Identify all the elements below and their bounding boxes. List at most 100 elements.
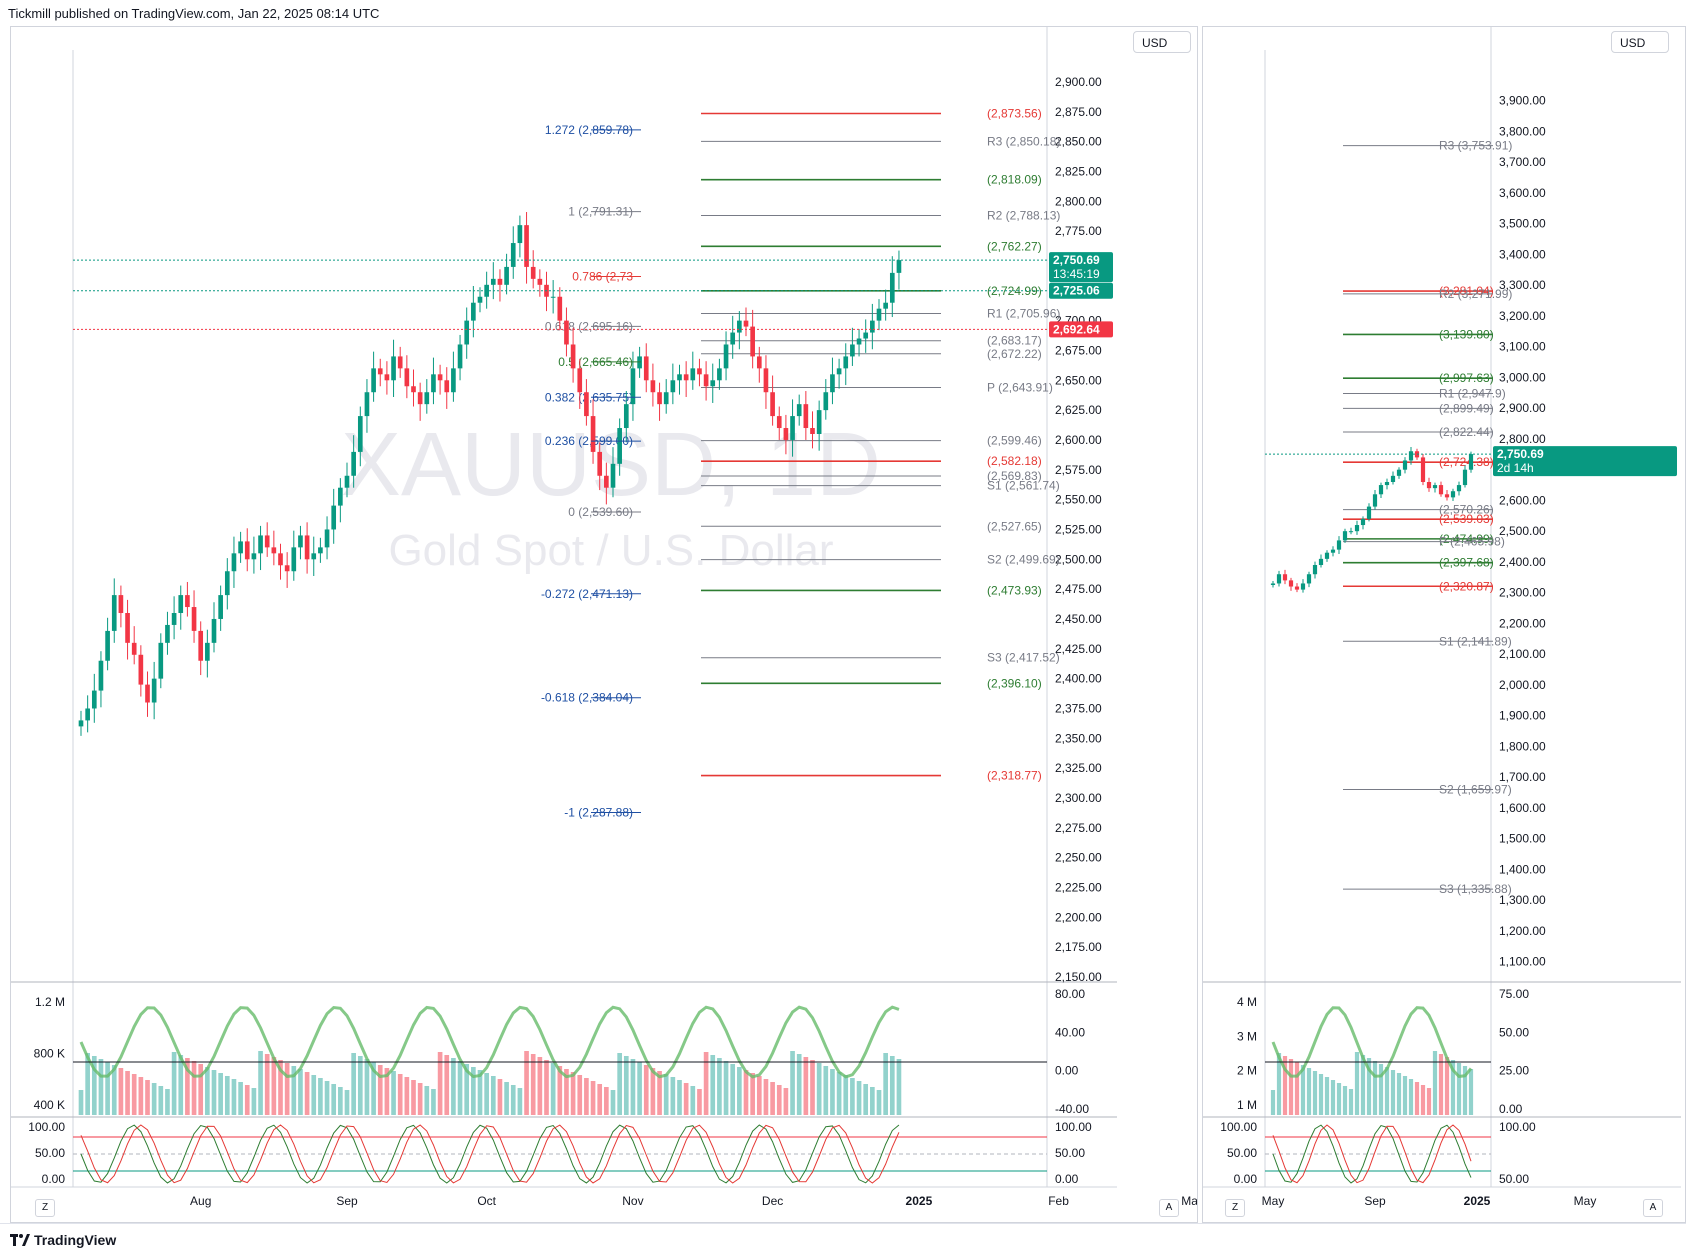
candle-body [351,451,356,476]
candle-body [564,320,569,345]
candle-body [870,320,875,333]
level-label: (2,539.03) [1439,512,1494,526]
volume-bar [796,1054,802,1115]
time-tick-label: Sep [336,1194,358,1208]
price-tick-label: 2,525.00 [1055,522,1102,536]
volume-bar [763,1079,769,1115]
volume-bar [863,1084,869,1115]
volume-bar [1378,1064,1384,1115]
candle-body [404,368,410,387]
candle-body [497,278,503,285]
candle-body [324,529,330,548]
price-tick-label: 2,350.00 [1055,731,1102,745]
candle-body [670,380,676,393]
level-label: (3,281.04) [1439,284,1494,298]
candle-body [397,356,403,369]
daily-chart-panel[interactable]: XAUUSD, 1D Gold Spot / U.S. Dollar 2,900.0… [10,26,1198,1223]
volume-bar [743,1070,749,1115]
currency-button[interactable]: USD [1133,31,1191,53]
candle-body [723,344,729,369]
fib-label: -0.618 (2,384.04) [541,691,633,705]
fib-label: 1.272 (2,859.78) [545,123,633,137]
level-label: (2,672.22) [987,347,1042,361]
candle-body [637,356,642,369]
candle-body [278,553,283,566]
volume-bar [1366,1058,1372,1115]
candle-body [437,374,443,381]
candle-body [623,404,629,429]
volume-bar [637,1062,642,1115]
candle-body [1432,485,1438,489]
candle-body [710,380,716,387]
volume-bar [1318,1074,1324,1115]
zoom-button[interactable]: Z [35,1199,55,1217]
volume-bar [557,1066,563,1115]
time-tick-label: 2025 [1464,1194,1491,1208]
oscillator-tick-label: 80.00 [1055,987,1085,1001]
stoch-k-line [80,1124,900,1184]
footer: TradingView [0,1223,1686,1258]
volume-bar [584,1078,589,1115]
weekly-chart-panel[interactable]: 3,900.00 3,800.00 3,700.00 3,600.00 3,500.00… [1202,26,1686,1223]
level-label: S3 (2,417.52) [987,651,1060,665]
volume-bar [643,1065,649,1115]
currency-button-weekly[interactable]: USD [1611,31,1669,53]
volume-bar [471,1067,476,1115]
price-tag-label: 2,750.69 [1053,253,1100,267]
volume-bar [105,1062,110,1115]
auto-scale-button-weekly[interactable]: A [1643,1199,1663,1217]
volume-bar [151,1083,157,1115]
volume-bar [85,1053,90,1115]
candle-body [211,618,217,643]
level-label: P (2,643.91) [987,381,1053,395]
zoom-button-weekly[interactable]: Z [1225,1199,1245,1217]
price-tick-label: 2,475.00 [1055,582,1102,596]
volume-bar [1306,1068,1312,1115]
price-tick-label: 2,875.00 [1055,105,1102,119]
time-tick-label: Feb [1048,1194,1069,1208]
volume-bar [783,1088,789,1115]
candle-body [803,404,809,429]
candle-body [251,553,257,560]
volume-bar [1336,1083,1342,1115]
price-tick-label: 1,800.00 [1499,739,1546,753]
price-tick-label: 3,900.00 [1499,94,1546,108]
level-label: (2,599.46) [987,434,1042,448]
volume-bar [690,1086,696,1115]
volume-bar [91,1056,97,1115]
candle-body [690,368,696,381]
price-tick-label: 2,100.00 [1499,647,1546,661]
candle-body [457,344,463,369]
volume-bar [564,1069,569,1115]
time-tick-label: Oct [477,1194,496,1208]
volume-bar [238,1082,243,1115]
volume-bar [830,1069,835,1115]
volume-bar [883,1053,888,1115]
candle-body [464,320,470,345]
price-tick-label: 2,375.00 [1055,701,1102,715]
volume-bar [357,1056,363,1115]
candle-body [258,535,263,554]
level-label: (2,570.26) [1439,503,1494,517]
volume-bar [125,1071,130,1115]
weekly-chart-svg[interactable]: 3,900.00 3,800.00 3,700.00 3,600.00 3,500.00… [1203,27,1685,1222]
candle-body [1396,469,1402,476]
candle-body [604,475,609,488]
candle-body [650,380,656,393]
candle-body [876,308,882,321]
price-tick-label: 2,200.00 [1055,910,1102,924]
candle-body [151,678,157,703]
volume-bar [697,1089,702,1115]
level-label: R2 (2,788.13) [987,208,1060,222]
oscillator-tick-label: 75.00 [1499,987,1529,1001]
candle-body [431,374,436,393]
volume-bar [304,1072,310,1115]
volume-bar [111,1065,117,1115]
candle-body [291,547,297,572]
candle-body [471,302,476,321]
volume-tick-label: 4 M [1237,995,1257,1009]
volume-bar [1348,1089,1354,1115]
auto-scale-button[interactable]: A [1159,1199,1179,1217]
level-label: (2,762.27) [987,239,1042,253]
